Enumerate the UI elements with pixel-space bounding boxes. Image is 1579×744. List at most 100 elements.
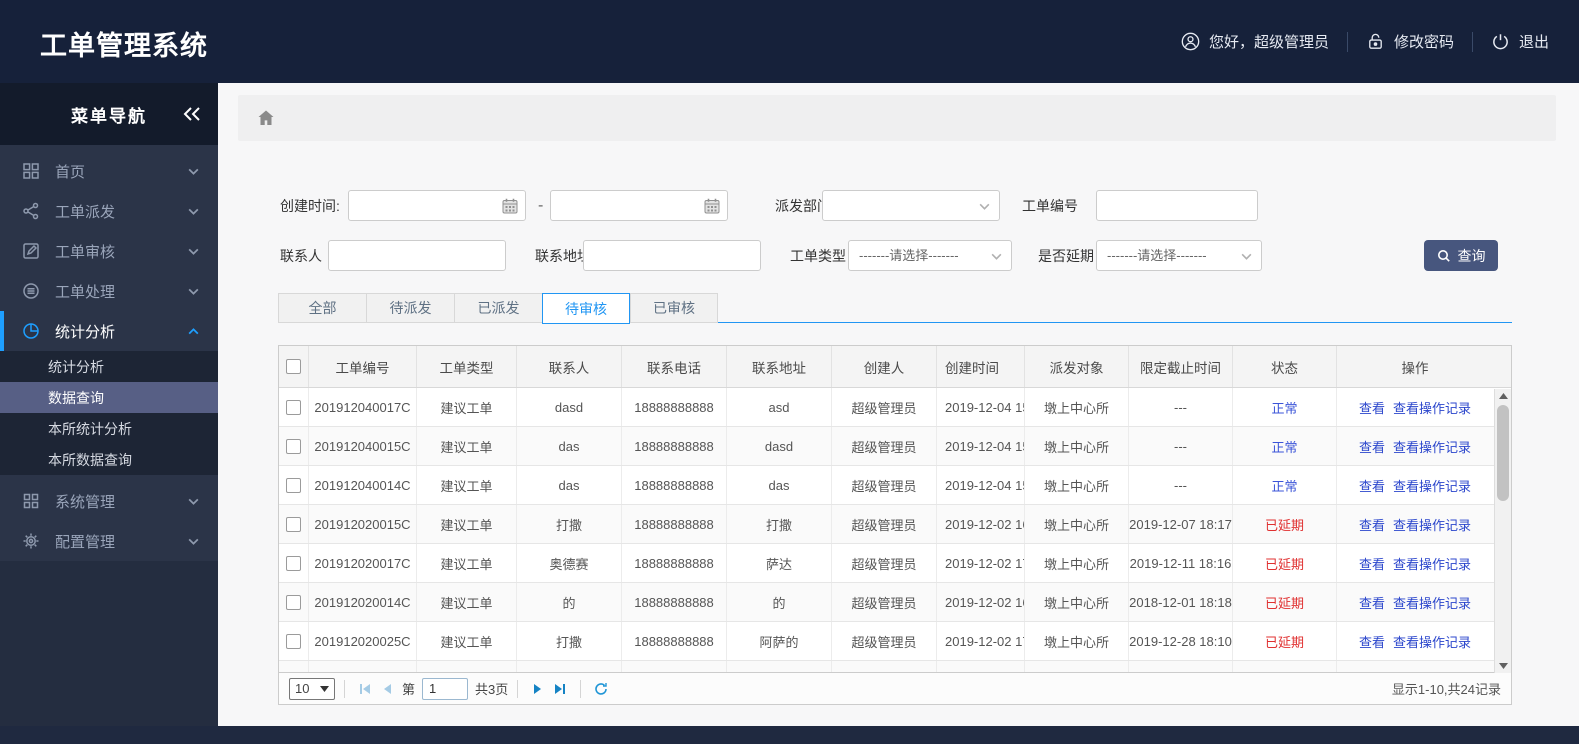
- logout-button[interactable]: 退出: [1491, 31, 1549, 52]
- cell-contact: das: [517, 427, 622, 465]
- contact-label: 联系人: [280, 248, 322, 264]
- view-log-link[interactable]: 查看操作记录: [1393, 400, 1472, 416]
- view-log-link[interactable]: 查看操作记录: [1393, 478, 1472, 494]
- row-checkbox[interactable]: [286, 438, 301, 454]
- change-password-label: 修改密码: [1393, 34, 1454, 51]
- tab-reviewed[interactable]: 已审核: [630, 293, 718, 323]
- page-size-select[interactable]: 10: [289, 677, 335, 700]
- sidebar-item-label: 首页: [55, 163, 86, 181]
- submenu-item-data-query[interactable]: 数据查询: [0, 382, 218, 413]
- dispatch-dept-label: 派发部门: [775, 198, 831, 214]
- column-header: 创建时间: [937, 346, 1025, 387]
- chevron-down-icon: [188, 538, 199, 545]
- row-checkbox[interactable]: [286, 594, 301, 610]
- cell-dispatch-target: 墩上中心所: [1025, 505, 1129, 543]
- view-link[interactable]: 查看: [1358, 439, 1385, 455]
- search-button[interactable]: 查询: [1424, 240, 1498, 271]
- cell-order-type: [417, 661, 517, 672]
- sidebar-item-config[interactable]: 配置管理: [0, 521, 218, 561]
- order-no-input[interactable]: [1096, 190, 1258, 221]
- view-log-link[interactable]: 查看操作记录: [1393, 556, 1472, 572]
- sidebar-item-dispatch[interactable]: 工单派发: [0, 191, 218, 231]
- scroll-up-icon[interactable]: [1495, 389, 1511, 403]
- view-link[interactable]: 查看: [1358, 595, 1385, 611]
- row-checkbox[interactable]: [286, 399, 301, 415]
- tab-to-review[interactable]: 待审核: [542, 293, 630, 324]
- created-time-start-input[interactable]: [348, 190, 526, 221]
- row-checkbox[interactable]: [286, 516, 301, 532]
- submenu-item-station-data-query[interactable]: 本所数据查询: [48, 451, 132, 468]
- cell-order-type: 建议工单: [417, 388, 517, 426]
- table-scrollbar[interactable]: [1494, 389, 1511, 673]
- cell-creator: [832, 661, 937, 672]
- grid-icon: [23, 493, 39, 509]
- sidebar-item-review[interactable]: 工单审核: [0, 231, 218, 271]
- change-password-button[interactable]: 修改密码: [1366, 31, 1454, 52]
- sidebar: 菜单导航 首页 工单派发 工单审核 工单处理 统计分析: [0, 83, 218, 726]
- chevron-down-icon: [188, 168, 199, 175]
- cell-phone: 18888888888: [622, 622, 727, 660]
- view-link[interactable]: 查看: [1358, 634, 1385, 650]
- chevron-down-icon: [188, 498, 199, 505]
- sidebar-item-statistics[interactable]: 统计分析: [0, 311, 218, 351]
- page-size-value: 10: [295, 681, 310, 696]
- row-checkbox[interactable]: [286, 633, 301, 649]
- is-delayed-select[interactable]: -------请选择-------: [1096, 240, 1262, 271]
- tab-dispatched[interactable]: 已派发: [454, 293, 542, 323]
- order-type-select[interactable]: -------请选择-------: [848, 240, 1012, 271]
- prev-page-button[interactable]: [376, 678, 398, 700]
- order-no-label: 工单编号: [1022, 198, 1078, 214]
- view-link[interactable]: 查看: [1358, 517, 1385, 533]
- sidebar-item-process[interactable]: 工单处理: [0, 271, 218, 311]
- cell-contact: 打撒: [517, 622, 622, 660]
- view-link[interactable]: 查看: [1358, 478, 1385, 494]
- home-icon[interactable]: [256, 108, 276, 128]
- row-checkbox[interactable]: [286, 477, 301, 493]
- view-log-link[interactable]: 查看操作记录: [1393, 595, 1472, 611]
- table-row: 201912020014C 建议工单 的 18888888888 的 超级管理员…: [279, 583, 1494, 622]
- view-log-link[interactable]: 查看操作记录: [1393, 634, 1472, 650]
- cell-deadline: ---: [1129, 466, 1233, 504]
- created-time-end-input[interactable]: [550, 190, 728, 221]
- calendar-icon[interactable]: [501, 197, 519, 215]
- submenu-item-statistics[interactable]: 统计分析: [48, 358, 104, 375]
- scroll-down-icon[interactable]: [1495, 659, 1511, 673]
- sidebar-item-home[interactable]: 首页: [0, 151, 218, 191]
- cell-order-no: 201912040015C: [309, 427, 417, 465]
- cell-creator: 超级管理员: [832, 427, 937, 465]
- tab-all[interactable]: 全部: [278, 293, 366, 323]
- cell-deadline: 2019-12-11 18:16: [1129, 544, 1233, 582]
- first-page-button[interactable]: [354, 678, 376, 700]
- view-log-link[interactable]: 查看操作记录: [1393, 439, 1472, 455]
- collapse-sidebar-icon[interactable]: [182, 104, 202, 124]
- share-icon: [23, 202, 39, 220]
- refresh-button[interactable]: [590, 678, 612, 700]
- edit-icon: [23, 243, 39, 259]
- row-checkbox[interactable]: [286, 555, 301, 571]
- cell-phone: 18888888888: [622, 466, 727, 504]
- view-log-link[interactable]: 查看操作记录: [1393, 517, 1472, 533]
- cell-deadline: 2018-12-01 18:18: [1129, 583, 1233, 621]
- tab-to-dispatch[interactable]: 待派发: [366, 293, 454, 323]
- contact-input[interactable]: [328, 240, 506, 271]
- cell-dispatch-target: 墩上中心所: [1025, 583, 1129, 621]
- view-link[interactable]: 查看: [1358, 400, 1385, 416]
- submenu-item-station-statistics[interactable]: 本所统计分析: [48, 420, 132, 437]
- calendar-icon[interactable]: [703, 197, 721, 215]
- cell-dispatch-target: [1025, 661, 1129, 672]
- chevron-down-icon: [979, 203, 990, 210]
- view-link[interactable]: 查看: [1358, 556, 1385, 572]
- user-greeting[interactable]: 您好，超级管理员: [1181, 31, 1329, 52]
- current-page-input[interactable]: [422, 677, 469, 700]
- next-page-button[interactable]: [527, 678, 549, 700]
- contact-address-input[interactable]: [583, 240, 761, 271]
- created-time-label: 创建时间:: [280, 198, 340, 214]
- sidebar-item-system[interactable]: 系统管理: [0, 481, 218, 521]
- column-header: 联系电话: [622, 346, 727, 387]
- cell-phone: 18888888888: [622, 583, 727, 621]
- cell-order-type: 建议工单: [417, 427, 517, 465]
- scrollbar-thumb[interactable]: [1497, 405, 1509, 501]
- last-page-button[interactable]: [549, 678, 571, 700]
- dispatch-dept-select[interactable]: [822, 190, 1000, 221]
- select-all-checkbox[interactable]: [286, 359, 301, 374]
